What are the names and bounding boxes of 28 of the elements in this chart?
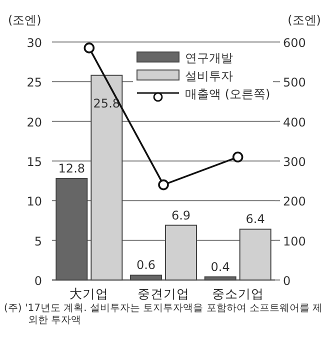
- legend-text: 설비투자: [185, 69, 233, 83]
- y2tick: 400: [283, 115, 306, 130]
- y2tick: 300: [283, 155, 306, 169]
- legend-text: 연구개발: [185, 51, 233, 65]
- data-label: 12.8: [58, 161, 86, 176]
- y2tick: 100: [283, 234, 306, 248]
- ytick: 5: [34, 234, 42, 248]
- y2tick: 200: [283, 194, 306, 209]
- ytick: 15: [26, 155, 42, 169]
- data-label: 0.4: [210, 260, 230, 274]
- y2tick: 500: [283, 76, 306, 90]
- ytick: 25: [26, 76, 42, 90]
- xtick: 중소기업: [212, 286, 264, 301]
- y2tick: 600: [283, 36, 306, 50]
- data-label: 6.9: [171, 208, 191, 222]
- xtick: 중견기업: [138, 286, 190, 301]
- legend-text: 매출액 (오른쪽): [185, 87, 270, 101]
- ytick: 20: [26, 115, 42, 130]
- ylabel: (조엔): [8, 13, 42, 27]
- ytick: 10: [26, 194, 42, 209]
- data-label: 6.4: [246, 212, 265, 226]
- y2tick: 0: [283, 274, 291, 288]
- ytick: 30: [26, 36, 42, 50]
- xtick: 大기업: [70, 286, 109, 301]
- data-label: 0.6: [136, 258, 156, 272]
- annotation: (주) '17년도 계획. 설비투자는 토지투자액을 포함하여 소프트웨어를 제외한 투자액: [4, 303, 324, 327]
- ytick: 0: [34, 274, 42, 288]
- y2label: (조엔): [288, 13, 321, 27]
